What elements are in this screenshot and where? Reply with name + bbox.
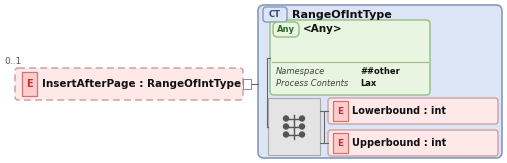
Text: E: E: [26, 79, 33, 89]
Text: Namespace: Namespace: [276, 67, 325, 75]
Text: Any: Any: [277, 25, 295, 34]
Text: E: E: [338, 139, 344, 148]
Text: Process Contents: Process Contents: [276, 80, 348, 89]
Text: InsertAfterPage : RangeOfIntType: InsertAfterPage : RangeOfIntType: [42, 79, 241, 89]
Bar: [22, 72, 37, 96]
Bar: [243, 79, 251, 89]
Circle shape: [300, 116, 305, 121]
Circle shape: [300, 124, 305, 129]
Bar: [268, 98, 320, 155]
Circle shape: [300, 132, 305, 137]
FancyBboxPatch shape: [15, 68, 243, 100]
FancyBboxPatch shape: [328, 98, 498, 124]
Circle shape: [283, 124, 288, 129]
FancyBboxPatch shape: [328, 130, 498, 156]
Text: Lax: Lax: [360, 80, 376, 89]
FancyBboxPatch shape: [273, 22, 299, 37]
FancyBboxPatch shape: [258, 5, 502, 158]
Circle shape: [283, 132, 288, 137]
Text: Lowerbound : int: Lowerbound : int: [352, 106, 446, 116]
Text: CT: CT: [269, 10, 281, 19]
Text: E: E: [338, 106, 344, 116]
Bar: [333, 133, 348, 153]
Text: <Any>: <Any>: [303, 24, 343, 35]
Bar: [333, 101, 348, 121]
FancyBboxPatch shape: [270, 20, 430, 95]
Text: RangeOfIntType: RangeOfIntType: [292, 9, 392, 20]
Text: Upperbound : int: Upperbound : int: [352, 138, 446, 148]
Text: 0..1: 0..1: [4, 58, 21, 67]
Circle shape: [283, 116, 288, 121]
Text: ##other: ##other: [360, 67, 400, 75]
FancyBboxPatch shape: [263, 7, 287, 22]
